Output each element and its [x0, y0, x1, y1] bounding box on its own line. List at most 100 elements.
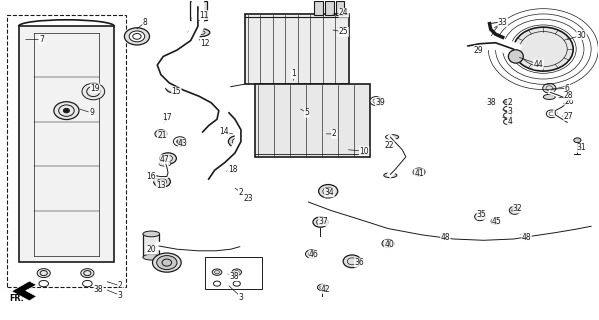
Text: 28: 28 [559, 91, 573, 100]
Polygon shape [336, 1, 344, 15]
Text: 12: 12 [199, 39, 210, 48]
Ellipse shape [143, 254, 160, 260]
Text: 22: 22 [385, 141, 394, 150]
Ellipse shape [382, 239, 394, 248]
Ellipse shape [513, 27, 573, 71]
Text: 8: 8 [137, 18, 148, 29]
Text: 38: 38 [486, 98, 495, 107]
Text: FR.: FR. [9, 294, 24, 303]
Text: 38: 38 [228, 272, 238, 281]
Polygon shape [11, 281, 37, 301]
Text: 10: 10 [349, 147, 369, 156]
Text: 13: 13 [156, 181, 166, 190]
Ellipse shape [177, 139, 183, 144]
Text: 40: 40 [385, 240, 394, 249]
Text: 7: 7 [26, 35, 44, 44]
Ellipse shape [154, 176, 171, 187]
Ellipse shape [574, 138, 581, 143]
Text: 31: 31 [577, 143, 586, 152]
Text: 38: 38 [94, 285, 104, 294]
Ellipse shape [504, 119, 512, 124]
Ellipse shape [81, 269, 94, 277]
Text: 15: 15 [171, 87, 181, 96]
Ellipse shape [213, 281, 220, 286]
Ellipse shape [319, 185, 338, 198]
Ellipse shape [343, 255, 361, 268]
Text: 3: 3 [503, 107, 512, 116]
Ellipse shape [125, 28, 150, 45]
Ellipse shape [82, 83, 105, 100]
Text: 48: 48 [522, 233, 531, 242]
Polygon shape [325, 1, 334, 15]
Text: 2: 2 [503, 98, 512, 107]
Ellipse shape [504, 106, 512, 112]
Ellipse shape [326, 190, 331, 193]
Text: 3: 3 [229, 286, 243, 301]
Text: 1: 1 [291, 69, 296, 80]
Ellipse shape [54, 102, 79, 120]
Ellipse shape [157, 256, 177, 270]
Ellipse shape [228, 136, 245, 147]
Text: 11: 11 [199, 11, 208, 20]
Ellipse shape [370, 97, 382, 106]
Text: 25: 25 [333, 28, 349, 36]
Polygon shape [244, 14, 349, 84]
Text: 23: 23 [243, 194, 253, 204]
Text: 2: 2 [107, 281, 123, 290]
Text: 18: 18 [226, 165, 237, 174]
Ellipse shape [155, 130, 167, 138]
Text: 46: 46 [309, 251, 319, 260]
Ellipse shape [413, 168, 425, 176]
Ellipse shape [504, 99, 512, 105]
Text: 44: 44 [519, 57, 543, 69]
Ellipse shape [39, 280, 49, 287]
Ellipse shape [305, 250, 317, 258]
Text: 9: 9 [80, 108, 94, 117]
Ellipse shape [438, 234, 447, 240]
Ellipse shape [63, 108, 69, 113]
Text: 19: 19 [90, 84, 100, 93]
Ellipse shape [37, 269, 50, 277]
Ellipse shape [384, 173, 397, 178]
Text: 30: 30 [567, 31, 586, 40]
Ellipse shape [491, 218, 500, 224]
Text: 2: 2 [326, 129, 337, 138]
Text: 2: 2 [235, 188, 243, 197]
Text: 39: 39 [376, 98, 385, 107]
Bar [189, 1, 207, 20]
Ellipse shape [546, 110, 557, 118]
Text: 4: 4 [503, 116, 512, 126]
Polygon shape [314, 1, 323, 15]
Ellipse shape [83, 280, 92, 287]
Text: 20: 20 [147, 245, 156, 254]
Text: 35: 35 [477, 210, 486, 219]
Text: 14: 14 [219, 127, 232, 136]
Text: 33: 33 [494, 18, 507, 28]
Ellipse shape [474, 213, 485, 221]
Text: 34: 34 [325, 188, 334, 197]
Text: 42: 42 [321, 284, 331, 293]
Text: 21: 21 [158, 131, 167, 140]
Text: 43: 43 [178, 139, 188, 148]
Ellipse shape [232, 269, 241, 275]
Text: 45: 45 [492, 217, 501, 226]
Text: 48: 48 [440, 233, 450, 242]
Text: 17: 17 [162, 114, 172, 123]
Text: 32: 32 [512, 204, 522, 213]
Ellipse shape [313, 217, 328, 227]
Polygon shape [19, 26, 114, 262]
Ellipse shape [160, 153, 176, 164]
Polygon shape [143, 234, 159, 257]
Ellipse shape [233, 281, 240, 286]
Ellipse shape [504, 113, 512, 118]
Text: 29: 29 [474, 45, 483, 55]
Ellipse shape [386, 135, 399, 140]
Text: 6: 6 [552, 84, 570, 93]
Ellipse shape [143, 231, 160, 237]
Text: 16: 16 [147, 172, 158, 181]
Polygon shape [255, 84, 370, 157]
Text: 47: 47 [159, 155, 170, 164]
Text: 3: 3 [107, 290, 123, 300]
Ellipse shape [129, 31, 145, 42]
Ellipse shape [509, 50, 524, 63]
